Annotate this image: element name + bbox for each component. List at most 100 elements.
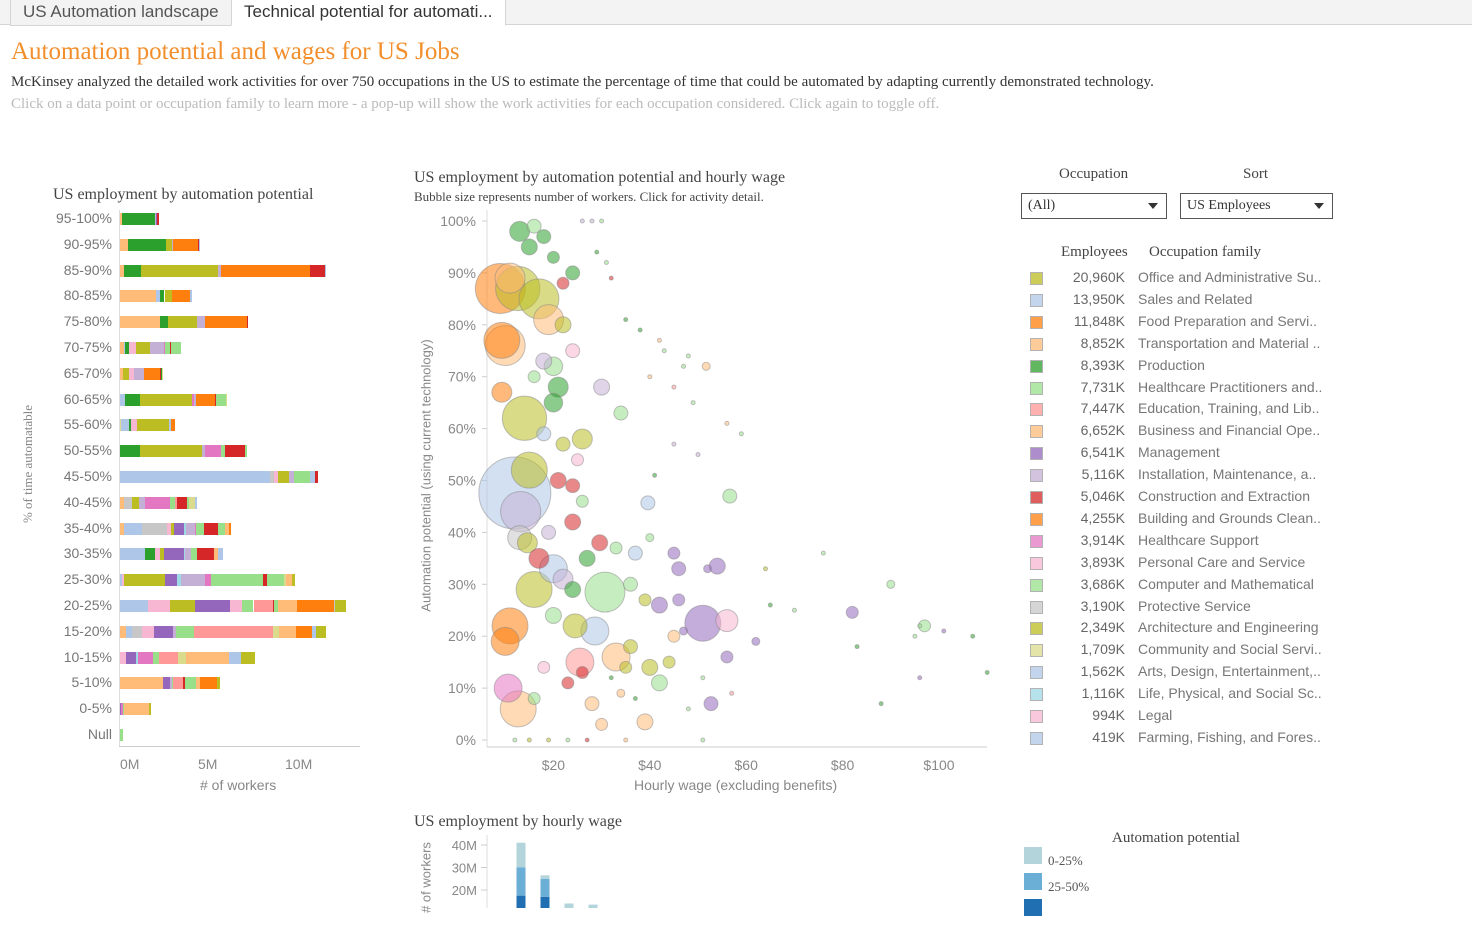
bubble[interactable] (537, 660, 551, 674)
legend-item[interactable]: 7,447K Education, Training, and Lib.. (1028, 400, 1338, 420)
bubble[interactable] (562, 613, 588, 639)
legend-item[interactable]: 1,116K Life, Physical, and Social Sc.. (1028, 685, 1338, 705)
bar-segment[interactable] (142, 625, 154, 638)
bubble[interactable] (571, 428, 593, 450)
bar-segment[interactable] (121, 213, 156, 225)
bar-segment[interactable] (170, 419, 176, 432)
bar-segment[interactable] (140, 393, 193, 406)
legend-item[interactable]: 20,960K Office and Administrative Su.. (1028, 269, 1338, 289)
bar-segment[interactable] (215, 393, 217, 406)
bubble[interactable] (912, 633, 918, 639)
bar-segment[interactable] (123, 496, 133, 509)
legend-item[interactable]: 4,255K Building and Grounds Clean.. (1028, 510, 1338, 530)
bubble[interactable] (722, 488, 738, 504)
bubble[interactable] (571, 453, 584, 467)
bar-segment[interactable] (120, 213, 122, 225)
bar-segment[interactable] (289, 471, 294, 483)
bar-segment[interactable] (163, 342, 165, 354)
bubble[interactable] (652, 472, 658, 478)
bubble[interactable] (681, 363, 687, 369)
bar-segment[interactable] (120, 522, 124, 535)
bubble[interactable] (491, 381, 513, 403)
bar-segment[interactable] (120, 496, 124, 509)
bar-segment[interactable] (131, 625, 143, 638)
bar-segment[interactable] (120, 677, 163, 690)
bar-segment[interactable] (134, 367, 145, 380)
bar-segment[interactable] (136, 342, 151, 354)
bubble[interactable] (613, 405, 629, 421)
bar-segment[interactable] (283, 574, 287, 587)
bar-segment[interactable] (123, 574, 166, 587)
bubble[interactable] (690, 400, 696, 406)
bar-segment[interactable] (171, 677, 174, 690)
legend-item[interactable]: 7,731K Healthcare Practitioners and.. (1028, 379, 1338, 399)
bubble[interactable] (535, 352, 553, 370)
bubble[interactable] (510, 451, 548, 489)
bubble[interactable] (637, 327, 643, 333)
bar-segment[interactable] (190, 290, 193, 303)
bubble[interactable] (640, 495, 656, 511)
bubble[interactable] (593, 378, 611, 396)
legend-item[interactable]: 419K Farming, Fishing, and Fores.. (1028, 729, 1338, 749)
bar-segment[interactable] (210, 574, 264, 587)
bar-segment[interactable] (312, 625, 316, 638)
bar-segment[interactable] (173, 238, 199, 251)
bar-segment[interactable] (176, 625, 194, 638)
bubble[interactable] (703, 564, 713, 574)
bubble[interactable] (546, 737, 552, 743)
bar-segment[interactable] (185, 522, 195, 535)
bar-segment[interactable] (247, 316, 249, 329)
bar-segment[interactable] (169, 677, 172, 690)
bar-segment[interactable] (149, 703, 152, 716)
bar-segment[interactable] (204, 445, 221, 458)
bubble[interactable] (941, 628, 947, 634)
bubble[interactable] (845, 605, 859, 619)
bubble[interactable] (632, 695, 638, 701)
bubble[interactable] (561, 676, 575, 690)
bar-segment[interactable] (194, 496, 198, 509)
bar-segment[interactable] (120, 729, 123, 741)
bubble[interactable] (661, 348, 667, 354)
bar-segment[interactable] (152, 651, 160, 664)
bar-segment[interactable] (263, 574, 267, 587)
bar-segment[interactable] (155, 213, 157, 225)
bubble[interactable] (671, 384, 677, 390)
bar-segment[interactable] (194, 522, 196, 535)
bar-segment[interactable] (195, 677, 201, 690)
bubble[interactable] (528, 547, 550, 569)
bubble[interactable] (878, 701, 884, 707)
bar-segment[interactable] (184, 548, 186, 561)
bubble[interactable] (599, 218, 605, 224)
bubble[interactable] (603, 260, 609, 266)
bar-segment[interactable] (205, 316, 248, 329)
bubble[interactable] (516, 532, 538, 554)
bubble[interactable] (616, 688, 626, 698)
bar-segment[interactable] (120, 290, 157, 303)
bar-segment[interactable] (266, 574, 284, 587)
bar-segment[interactable] (164, 342, 170, 354)
bar-segment[interactable] (128, 367, 135, 380)
bar-segment[interactable] (159, 651, 178, 664)
bar-segment[interactable] (156, 213, 159, 225)
bubble[interactable] (543, 392, 564, 413)
bar-segment[interactable] (125, 393, 140, 406)
legend-item[interactable]: 13,950K Sales and Related (1028, 291, 1338, 311)
bubble[interactable] (738, 431, 744, 437)
bar-segment[interactable] (120, 419, 121, 432)
bar-segment[interactable] (169, 342, 171, 354)
bar-segment[interactable] (136, 419, 169, 432)
bar-segment[interactable] (126, 651, 136, 664)
bubble[interactable] (767, 602, 773, 608)
bar-segment[interactable] (195, 522, 204, 535)
bar-segment[interactable] (277, 471, 290, 483)
bubble[interactable] (565, 265, 581, 281)
bubble[interactable] (724, 420, 730, 426)
bar-segment[interactable] (165, 574, 177, 587)
bar-segment[interactable] (315, 625, 326, 638)
bar-segment[interactable] (138, 496, 145, 509)
bubble[interactable] (623, 737, 629, 743)
bubble[interactable] (729, 690, 735, 696)
bar-segment[interactable] (244, 445, 248, 458)
legend-item[interactable]: 8,393K Production (1028, 357, 1338, 377)
bubble[interactable] (584, 571, 626, 613)
